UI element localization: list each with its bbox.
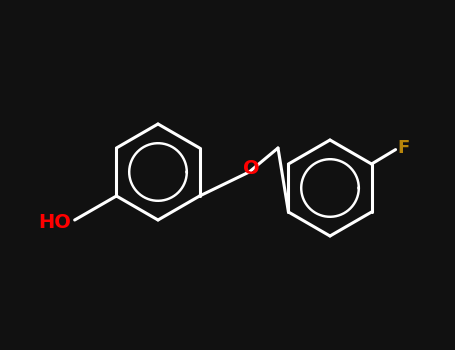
Text: O: O [243, 159, 259, 177]
Text: HO: HO [38, 212, 71, 231]
Text: F: F [398, 139, 410, 156]
